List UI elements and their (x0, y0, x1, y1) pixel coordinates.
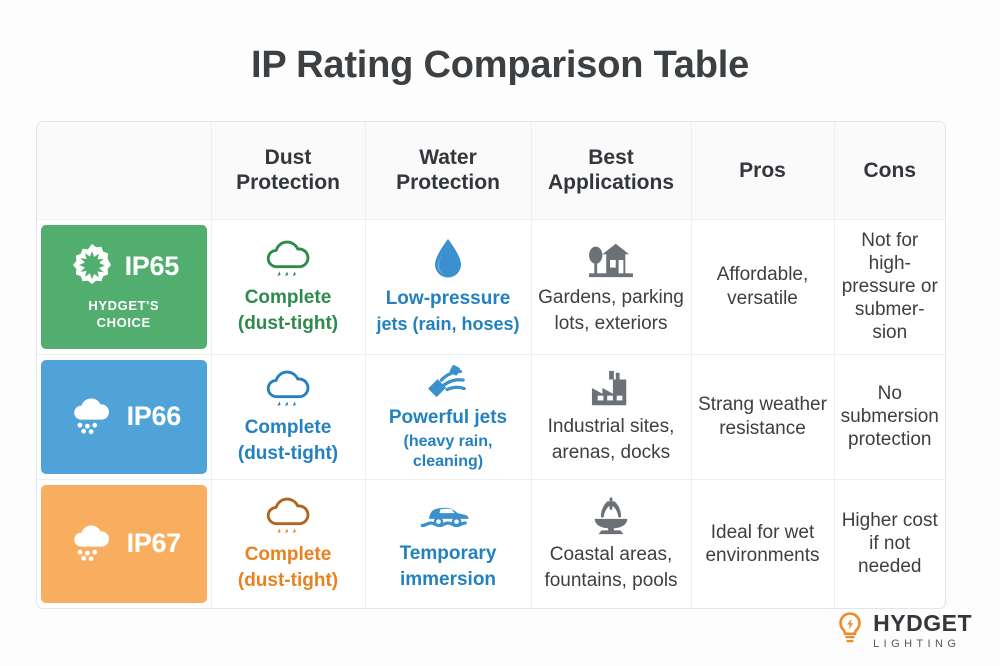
pressure-washer-icon (422, 362, 474, 400)
applications-text-line2: arenas, docks (551, 442, 671, 463)
column-header-cons: Cons (833, 122, 945, 220)
applications-text-line1: Gardens, parking (538, 286, 684, 308)
water-text-line1: Low-pressure (385, 288, 511, 310)
car-in-water-icon (417, 496, 479, 536)
column-header-dust-protection: Dust Protection (210, 122, 366, 220)
best-applications-cell: Industrial sites, arenas, docks (530, 353, 692, 480)
dust-text-line2: (dust-tight) (237, 313, 339, 334)
best-applications-cell: Coastal areas, fountains, pools (530, 478, 692, 608)
table-row: IP66 Complete (37, 353, 945, 480)
ip-rating-cell: IP67 (37, 478, 212, 608)
header-label-line2: Protection (236, 171, 340, 195)
dust-text-line2: (dust-tight) (237, 570, 339, 592)
header-label: Cons (863, 158, 917, 182)
applications-text-line1: Coastal areas, (549, 544, 673, 566)
pros-cell: Affordable, versatile (690, 218, 835, 355)
dust-text-line1: Complete (244, 286, 332, 308)
pros-cell: Ideal for wet environments (690, 478, 835, 608)
logo-tagline: LIGHTING (873, 637, 961, 650)
water-drop-icon (432, 237, 464, 281)
water-text-line1: Powerful jets (388, 406, 508, 428)
applications-text-line1: Industrial sites, (547, 415, 675, 437)
snow-cloud-icon (67, 394, 117, 436)
rain-cloud-icon (261, 495, 315, 537)
column-header-water-protection: Water Protection (364, 122, 532, 220)
dust-text-line1: Complete (244, 544, 332, 566)
header-label-line1: Dust (264, 146, 312, 170)
cons-text: Higher cost if not needed (841, 509, 938, 578)
water-text-line2: (heavy rain, cleaning) (403, 433, 493, 470)
header-label-line2: Applications (547, 171, 674, 195)
ip-rating-table: Dust Protection Water Protection Best Ap… (36, 121, 946, 609)
ip-rating-badge: IP67 (41, 484, 207, 603)
column-header-ip-rating (37, 122, 212, 220)
cons-cell: Not for high-pressure or submer-sion (833, 218, 945, 355)
fountain-icon (585, 495, 637, 537)
dust-protection-cell: Complete (dust-tight) (210, 218, 366, 355)
dust-protection-cell: Complete (dust-tight) (210, 478, 366, 608)
column-header-best-applications: Best Applications (530, 122, 692, 220)
ip-rating-badge: IP66 (41, 359, 207, 474)
table-header-row: Dust Protection Water Protection Best Ap… (37, 122, 945, 220)
table-row: IP67 Complete (37, 478, 945, 608)
cons-text: No submersion protection (840, 382, 939, 451)
snow-cloud-icon (67, 521, 117, 563)
cons-text: Not for high-pressure or submer-sion (841, 229, 938, 344)
pros-text: Affordable, versatile (716, 264, 809, 309)
rain-cloud-icon (261, 238, 315, 280)
cons-cell: Higher cost if not needed (833, 478, 945, 608)
best-applications-cell: Gardens, parking lots, exteriors (530, 218, 692, 355)
dust-text-line2: (dust-tight) (237, 443, 339, 464)
ip-rating-cell: IP66 (37, 353, 212, 480)
rain-cloud-icon (261, 368, 315, 410)
ip-rating-cell: IP65 HYDGET'S CHOICE (37, 218, 212, 355)
house-garden-icon (583, 238, 639, 280)
choice-line2: CHOICE (96, 314, 151, 330)
water-text-line2: jets (rain, hoses) (376, 313, 520, 334)
water-protection-cell: Powerful jets (heavy rain, cleaning) (364, 353, 532, 480)
dust-text-line1: Complete (244, 416, 332, 438)
choice-line1: HYDGET'S (88, 298, 160, 314)
ip-rating-label: IP66 (126, 401, 182, 431)
water-text-line2: immersion (399, 569, 497, 591)
lightbulb-icon (835, 611, 865, 647)
water-protection-cell: Temporary immersion (364, 478, 532, 608)
logo-name: HYDGET (873, 609, 972, 636)
choice-rosette-icon (69, 242, 115, 288)
ip-rating-label: IP67 (126, 528, 182, 559)
brand-logo: HYDGET LIGHTING (835, 611, 972, 650)
applications-text-line2: lots, exteriors (554, 313, 668, 334)
table-row: IP65 HYDGET'S CHOICE (37, 218, 945, 355)
applications-text-line2: fountains, pools (544, 570, 678, 592)
column-header-pros: Pros (690, 122, 835, 220)
page-title: IP Rating Comparison Table (250, 44, 750, 86)
header-label-line1: Water (419, 146, 477, 170)
factory-icon (586, 369, 636, 409)
water-protection-cell: Low-pressure jets (rain, hoses) (364, 218, 532, 355)
header-label-line2: Protection (396, 171, 500, 195)
water-text-line1: Temporary (399, 543, 497, 565)
pros-text: Strang weather resistance (698, 394, 827, 439)
dust-protection-cell: Complete (dust-tight) (210, 353, 366, 480)
ip-rating-label: IP65 (124, 251, 180, 282)
header-label: Pros (739, 158, 786, 182)
pros-text: Ideal for wet environments (705, 521, 820, 566)
ip-rating-badge: IP65 HYDGET'S CHOICE (41, 224, 207, 349)
header-label-line1: Best (588, 146, 634, 170)
cons-cell: No submersion protection (833, 353, 945, 480)
pros-cell: Strang weather resistance (690, 353, 835, 480)
hydgets-choice-label: HYDGET'S CHOICE (88, 298, 159, 331)
